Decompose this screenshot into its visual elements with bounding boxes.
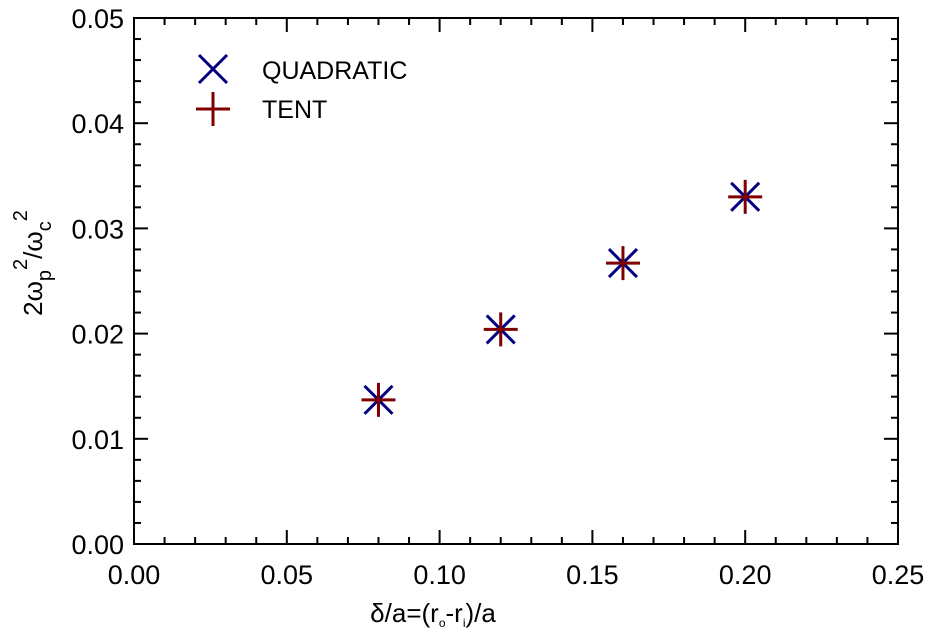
x-tick-label: 0.00	[108, 560, 161, 590]
y-tick-label: 0.00	[71, 530, 124, 560]
tick-labels: 0.00 0.05 0.10 0.15 0.20 0.25 0.00 0.01 0.02 0.03…	[71, 4, 924, 590]
y-tick-label: 0.01	[71, 425, 124, 455]
x-tick-label: 0.05	[261, 560, 314, 590]
data-point-tent	[361, 382, 396, 417]
legend-marker-quadratic	[197, 53, 229, 85]
legend-plus-marker	[196, 92, 230, 126]
legend: QUADRATIC TENT	[196, 53, 407, 126]
legend-label-tent: TENT	[262, 96, 327, 124]
x-axis-title: δ/a=(ro-ri)/a	[370, 598, 496, 630]
y-tick-label: 0.02	[71, 320, 124, 350]
data-point-tent	[483, 312, 518, 347]
x-tick-label: 0.10	[413, 560, 466, 590]
data-point-tent	[728, 179, 763, 214]
data-points	[361, 179, 763, 417]
y-tick-label: 0.04	[71, 109, 124, 139]
y-tick-label: 0.05	[71, 4, 124, 34]
x-tick-label: 0.15	[566, 560, 619, 590]
x-tick-label: 0.25	[872, 560, 925, 590]
legend-marker-tent	[196, 92, 230, 126]
data-point-tent	[605, 246, 640, 281]
x-tick-label: 0.20	[719, 560, 772, 590]
legend-x-marker	[197, 53, 229, 85]
y-axis-title: 2ωp2/ωc2	[10, 210, 56, 316]
legend-label-quadratic: QUADRATIC	[262, 57, 407, 85]
y-tick-label: 0.03	[71, 214, 124, 244]
plot-frame	[133, 17, 899, 545]
